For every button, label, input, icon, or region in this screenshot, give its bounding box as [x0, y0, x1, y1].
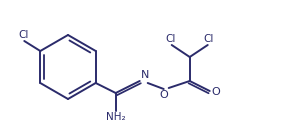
Text: N: N [141, 70, 149, 80]
Text: Cl: Cl [204, 34, 214, 44]
Text: O: O [212, 87, 220, 97]
Text: Cl: Cl [165, 34, 176, 44]
Text: NH₂: NH₂ [106, 112, 126, 122]
Text: Cl: Cl [18, 30, 28, 40]
Text: O: O [159, 90, 168, 100]
